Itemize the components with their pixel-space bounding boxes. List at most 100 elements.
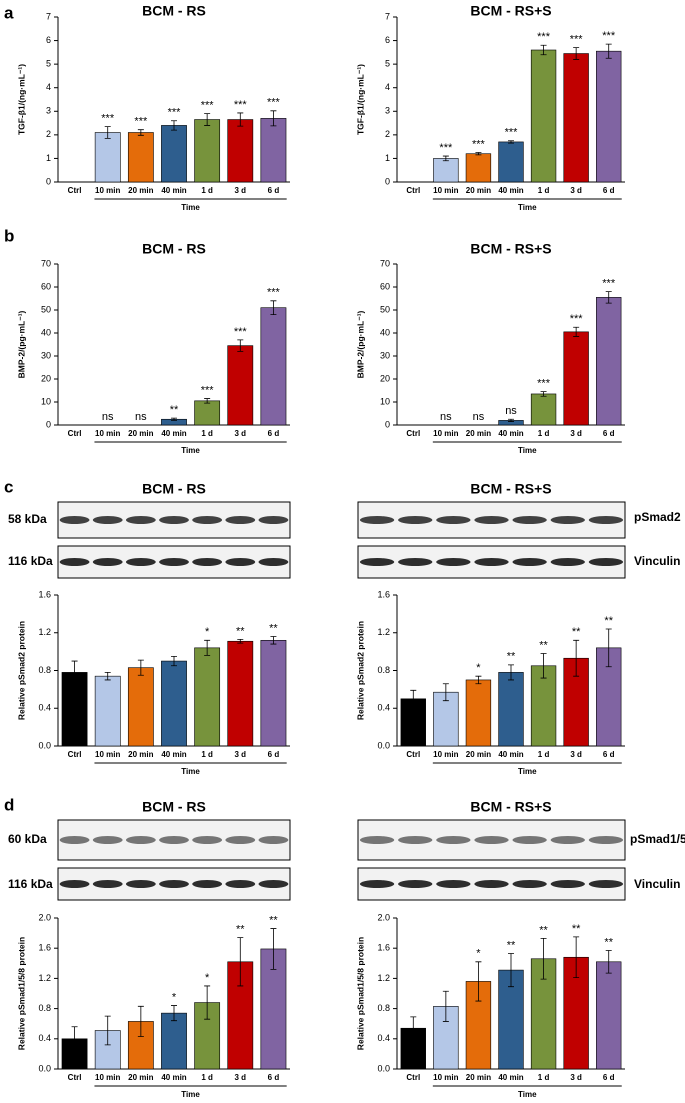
error-bar <box>508 953 514 988</box>
blot-band <box>225 836 256 844</box>
x-tick-label: 1 d <box>201 429 213 438</box>
y-tick-label: 3 <box>385 106 390 116</box>
error-bar <box>475 961 482 1002</box>
y-tick-label: 5 <box>385 59 390 69</box>
x-tick-label: 10 min <box>95 1073 120 1082</box>
significance-label: ** <box>269 914 278 926</box>
x-tick-label: 6 d <box>268 1073 280 1082</box>
y-tick-label: 0.8 <box>38 1003 51 1013</box>
blot-band <box>398 558 433 566</box>
y-tick-label: 1.6 <box>38 943 51 953</box>
x-tick-label: 1 d <box>538 750 550 759</box>
x-tick-label: 6 d <box>603 186 615 195</box>
y-tick-label: 50 <box>380 304 390 314</box>
significance-label: ns <box>473 411 485 423</box>
error-bar <box>204 398 211 404</box>
y-axis-label: Relative pSmad2 protein <box>355 621 365 720</box>
blot-band <box>550 516 585 524</box>
blot-band <box>550 836 585 844</box>
y-tick-label: 2 <box>385 129 390 139</box>
x-tick-label: 20 min <box>466 1073 491 1082</box>
significance-label: *** <box>168 107 182 119</box>
significance-label: ns <box>102 411 114 423</box>
significance-label: *** <box>537 378 551 390</box>
x-axis-label: Time <box>181 767 200 776</box>
x-tick-label: 10 min <box>95 429 120 438</box>
bar <box>127 132 154 183</box>
error-bar <box>104 126 111 139</box>
bar <box>161 125 187 183</box>
y-tick-label: 1.6 <box>38 589 51 599</box>
y-tick-label: 0.8 <box>377 665 390 675</box>
x-tick-label: 40 min <box>161 1073 186 1082</box>
x-tick-label: Ctrl <box>68 429 82 438</box>
y-tick-label: 7 <box>385 11 390 21</box>
bar <box>227 640 254 747</box>
x-tick-label: 1 d <box>201 1073 213 1082</box>
y-tick-label: 40 <box>380 327 390 337</box>
significance-label: *** <box>570 313 584 325</box>
error-bar <box>508 418 514 422</box>
significance-label: *** <box>101 113 115 125</box>
y-tick-label: 1.6 <box>377 943 390 953</box>
blot-band <box>125 516 156 524</box>
blot-band <box>436 836 471 844</box>
blot-band <box>474 516 509 524</box>
error-bar <box>508 664 514 681</box>
significance-label: ns <box>135 411 147 423</box>
x-tick-label: 1 d <box>538 1073 550 1082</box>
error-bar <box>573 326 580 337</box>
blot-band <box>59 836 90 844</box>
blot-band <box>159 516 189 524</box>
bar <box>596 297 622 426</box>
blot-label: pSmad2 <box>634 510 681 524</box>
y-tick-label: 10 <box>41 396 51 406</box>
x-axis-label: Time <box>518 1090 537 1099</box>
y-tick-label: 7 <box>46 11 51 21</box>
x-tick-label: 3 d <box>570 429 582 438</box>
x-tick-label: 6 d <box>268 429 280 438</box>
x-tick-label: Ctrl <box>406 1073 420 1082</box>
blot-band <box>474 880 509 888</box>
blot-band <box>398 880 433 888</box>
bar <box>194 400 221 426</box>
error-bar <box>171 1005 177 1022</box>
blot-label: 58 kDa <box>8 512 47 526</box>
error-bar <box>573 936 580 979</box>
blot-label: 116 kDa <box>8 554 53 568</box>
bar <box>433 158 459 183</box>
chart-title: BCM - RS+S <box>470 3 551 19</box>
chart-title: BCM - RS <box>142 481 206 497</box>
bar <box>596 50 622 183</box>
x-tick-label: 6 d <box>603 429 615 438</box>
bar <box>227 119 254 183</box>
y-tick-label: 6 <box>385 35 390 45</box>
blot-band <box>588 558 624 566</box>
blot-label: Vinculin <box>634 877 680 891</box>
blot-band <box>588 880 624 888</box>
x-tick-label: 40 min <box>498 1073 523 1082</box>
blot-band <box>359 516 395 524</box>
y-axis-label: BMP-2/(pg·mL⁻¹) <box>16 310 26 378</box>
error-bar <box>540 653 547 679</box>
chart-title: BCM - RS+S <box>470 241 551 257</box>
significance-label: ** <box>507 651 516 663</box>
blot-label: pSmad1/5/8 <box>630 832 685 846</box>
x-tick-label: Ctrl <box>68 186 82 195</box>
error-bar <box>605 291 612 304</box>
blot-band <box>398 516 433 524</box>
blot-band <box>512 880 547 888</box>
bar <box>530 49 557 183</box>
blot-band <box>225 880 256 888</box>
error-bar <box>540 391 547 397</box>
y-tick-label: 3 <box>46 106 51 116</box>
y-axis-label: BMP-2/(pg·mL⁻¹) <box>355 310 365 378</box>
blot-label: Vinculin <box>634 554 680 568</box>
error-bar <box>204 985 211 1020</box>
error-bar <box>410 689 417 708</box>
x-tick-label: 3 d <box>235 750 247 759</box>
panel-letter: d <box>4 795 14 814</box>
y-tick-label: 1.6 <box>377 589 390 599</box>
y-tick-label: 2 <box>46 129 51 139</box>
y-tick-label: 0.0 <box>377 1063 390 1073</box>
